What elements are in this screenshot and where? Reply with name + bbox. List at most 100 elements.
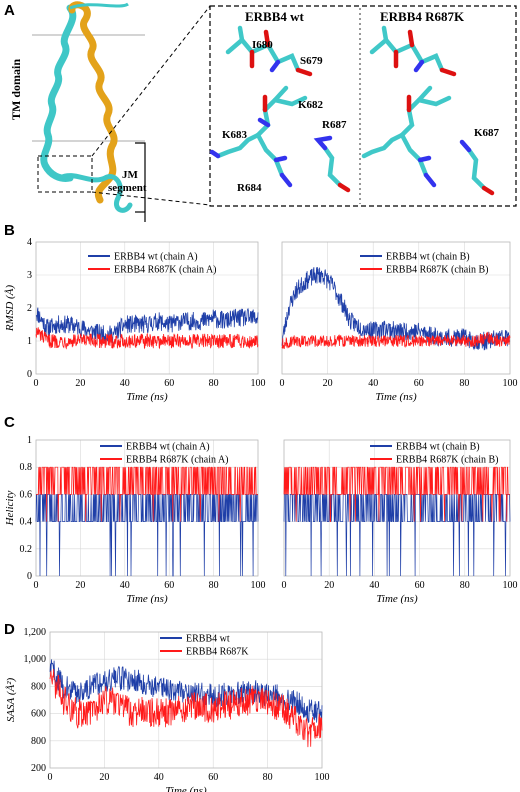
legend-label: ERBB4 wt — [186, 634, 230, 645]
zoom-box — [209, 5, 517, 207]
jm-label: JM — [122, 169, 139, 181]
y-tick-label: 1,200 — [24, 627, 47, 638]
x-tick-label: 60 — [414, 378, 424, 389]
svg-text:I680: I680 — [252, 39, 273, 51]
wt-title: ERBB4 wt — [245, 9, 305, 24]
legend-label: ERBB4 R687K — [186, 647, 249, 658]
y-tick-label: 4 — [27, 237, 32, 248]
legend-label: ERBB4 wt (chain B) — [396, 442, 480, 453]
y-tick-label: 0 — [27, 571, 32, 582]
jm-helix-cyan — [57, 173, 133, 213]
helicity-chart-chain-a: 0 20 40 60 80 100 0 0.2 0.4 0.6 0.8 1 Time (ns) Helic… — [4, 435, 266, 604]
x-tick-label: 40 — [368, 378, 378, 389]
y-tick-label: 800 — [31, 681, 46, 692]
series-line — [35, 494, 259, 577]
mut-residue-label: K687 — [474, 127, 500, 139]
y-tick-label: 0.6 — [20, 489, 33, 500]
series-line — [35, 327, 259, 350]
x-tick-label: 100 — [251, 378, 266, 389]
series-line — [283, 494, 511, 577]
helicity-chart-chain-b: 0 20 40 60 80 100 Time (ns) ERBB4 wt (chain B) E… — [282, 439, 518, 604]
y-tick-label: 0.4 — [20, 517, 33, 528]
x-tick-label: 0 — [280, 378, 285, 389]
plot-border — [35, 241, 259, 375]
plot-border — [281, 241, 511, 375]
x-tick-label: 40 — [120, 378, 130, 389]
wt-residue-sticks — [209, 25, 351, 193]
svg-text:R684: R684 — [237, 182, 262, 194]
svg-text:R687: R687 — [322, 119, 347, 131]
x-tick-label: 80 — [209, 580, 219, 591]
mut-residue-sticks — [361, 25, 495, 196]
y-tick-label: 2 — [27, 303, 32, 314]
y-tick-label: 0 — [27, 369, 32, 380]
panel-letter-b: B — [4, 222, 15, 239]
svg-text:S679: S679 — [300, 55, 323, 67]
y-tick-label: 0.2 — [20, 544, 33, 555]
x-tick-label: 100 — [503, 580, 518, 591]
sasa-chart: 0 20 40 60 80 100 200 800 600 800 1,000 1,200 Time (… — [5, 627, 330, 792]
legend-label: ERBB4 R687K (chain A) — [126, 455, 229, 466]
y-tick-label: 0.8 — [20, 462, 33, 473]
y-tick-label: 200 — [31, 763, 46, 774]
y-axis-label: RMSD (Å) — [4, 285, 16, 332]
x-axis-label: Time (ns) — [126, 391, 168, 403]
svg-text:K682: K682 — [298, 99, 324, 111]
panel-letter-d: D — [4, 621, 15, 638]
y-tick-label: 800 — [31, 736, 46, 747]
x-tick-label: 60 — [164, 378, 174, 389]
x-tick-label: 0 — [48, 772, 53, 783]
x-tick-label: 40 — [369, 580, 379, 591]
legend-label: ERBB4 R687K (chain A) — [114, 265, 217, 276]
rmsd-chart-chain-a: 0 20 40 60 80 100 0 1 2 3 4 Time (ns) RMSD (Å) ERBB4 … — [4, 237, 266, 403]
x-tick-label: 100 — [251, 580, 266, 591]
x-axis-label: Time (ns) — [165, 785, 207, 792]
x-tick-label: 20 — [75, 580, 85, 591]
plot-border — [49, 631, 323, 769]
x-tick-label: 0 — [282, 580, 287, 591]
tm-helix-orange — [68, 1, 118, 204]
rmsd-chart-chain-b: 0 20 40 60 80 100 Time (ns) ERBB4 wt (chain B) E… — [280, 241, 518, 403]
x-tick-label: 20 — [99, 772, 109, 783]
x-tick-label: 20 — [323, 378, 333, 389]
x-tick-label: 0 — [34, 378, 39, 389]
x-axis-label: Time (ns) — [126, 593, 168, 604]
tm-domain-label: TM domain — [9, 59, 23, 120]
y-tick-label: 1 — [27, 336, 32, 347]
y-tick-label: 1 — [27, 435, 32, 446]
x-axis-label: Time (ns) — [376, 593, 418, 604]
x-tick-label: 20 — [324, 580, 334, 591]
panel-a-figure: TM domain JM segment ERBB4 wt ERBB4 R687… — [9, 1, 517, 222]
x-tick-label: 100 — [503, 378, 518, 389]
y-tick-label: 3 — [27, 270, 32, 281]
series-line — [281, 331, 511, 349]
y-axis-label: SASA (Å²) — [5, 678, 17, 723]
x-tick-label: 40 — [120, 580, 130, 591]
x-tick-label: 40 — [154, 772, 164, 783]
series-line — [36, 466, 258, 522]
x-tick-label: 80 — [209, 378, 219, 389]
jm-bracket — [135, 142, 146, 222]
x-tick-label: 60 — [208, 772, 218, 783]
mut-title: ERBB4 R687K — [380, 9, 465, 24]
x-tick-label: 80 — [460, 580, 470, 591]
n-terminus-loop — [69, 2, 129, 10]
svg-text:K683: K683 — [222, 129, 248, 141]
legend-label: ERBB4 R687K (chain B) — [386, 265, 489, 276]
y-tick-label: 600 — [31, 709, 46, 720]
series-line — [35, 307, 259, 344]
tm-helix-cyan — [40, 4, 77, 182]
y-tick-label: 1,000 — [24, 654, 47, 665]
x-tick-label: 80 — [263, 772, 273, 783]
x-tick-label: 20 — [75, 378, 85, 389]
x-tick-label: 100 — [315, 772, 330, 783]
series-line — [283, 466, 510, 522]
legend-label: ERBB4 R687K (chain B) — [396, 455, 499, 466]
series-line — [49, 669, 323, 748]
legend-label: ERBB4 wt (chain A) — [126, 442, 210, 453]
x-tick-label: 80 — [459, 378, 469, 389]
jm-segment-label: segment — [108, 182, 147, 194]
y-axis-label: Helicity — [4, 490, 16, 526]
selection-box — [37, 155, 93, 193]
panel-letter-c: C — [4, 414, 15, 431]
